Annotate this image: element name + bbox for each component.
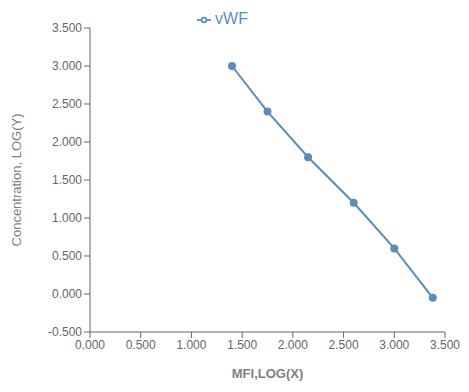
html-text:vWF: vWF bbox=[215, 10, 248, 27]
svg-text:0.500: 0.500 bbox=[52, 249, 82, 263]
svg-text:2.500: 2.500 bbox=[329, 338, 359, 352]
svg-text:2.000: 2.000 bbox=[278, 338, 308, 352]
svg-text:Concentration, LOG(Y): Concentration, LOG(Y) bbox=[9, 114, 24, 247]
svg-text:1.500: 1.500 bbox=[227, 338, 257, 352]
svg-text:1.500: 1.500 bbox=[52, 173, 82, 187]
svg-text:0.500: 0.500 bbox=[126, 338, 156, 352]
svg-text:1.000: 1.000 bbox=[52, 211, 82, 225]
svg-text:2.000: 2.000 bbox=[52, 135, 82, 149]
svg-text:1.000: 1.000 bbox=[176, 338, 206, 352]
svg-text:MFI,LOG(X): MFI,LOG(X) bbox=[232, 366, 304, 381]
svg-text:3.500: 3.500 bbox=[52, 21, 82, 35]
svg-text:3.500: 3.500 bbox=[430, 338, 460, 352]
svg-text:3.000: 3.000 bbox=[379, 338, 409, 352]
svg-text:0.000: 0.000 bbox=[52, 287, 82, 301]
svg-text:2.500: 2.500 bbox=[52, 97, 82, 111]
svg-text:3.000: 3.000 bbox=[52, 59, 82, 73]
svg-text:0.000: 0.000 bbox=[75, 338, 105, 352]
svg-text:-0.500: -0.500 bbox=[48, 325, 82, 339]
